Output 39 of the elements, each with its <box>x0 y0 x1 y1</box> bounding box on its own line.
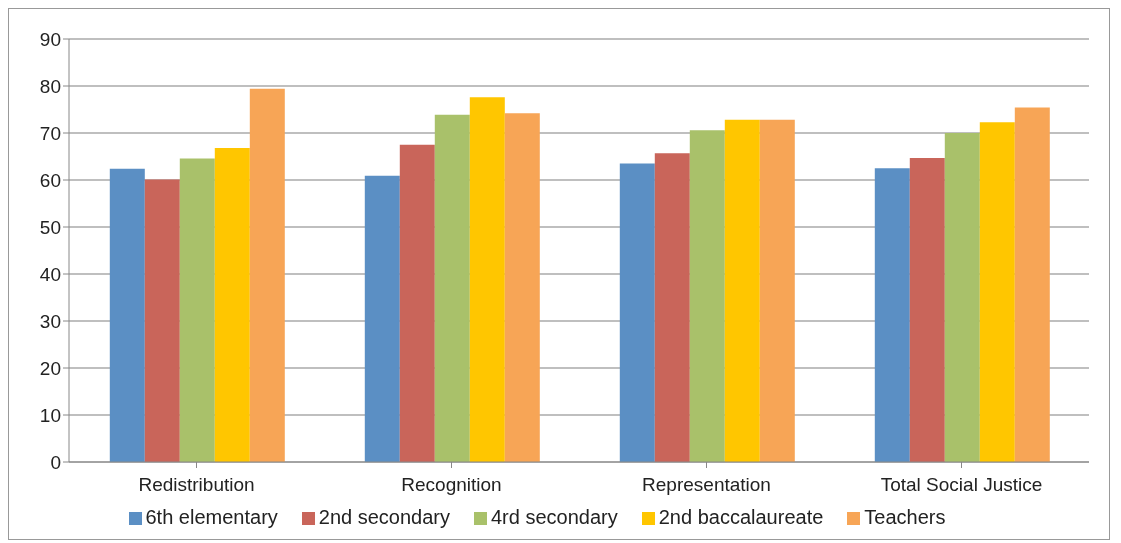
legend-label: 2nd baccalaureate <box>658 506 824 528</box>
x-tick-label: Representation <box>642 474 771 496</box>
x-tick-label: Total Social Justice <box>880 474 1043 496</box>
y-tick-label: 40 <box>39 263 61 285</box>
bar <box>619 163 655 462</box>
y-tick-label: 50 <box>39 216 61 238</box>
x-tick-label: Recognition <box>401 474 502 496</box>
bar <box>979 122 1015 462</box>
bar <box>944 133 980 462</box>
bar <box>469 97 505 462</box>
bar <box>399 144 435 462</box>
x-tick-label: Redistribution <box>138 474 255 496</box>
bar <box>874 168 910 462</box>
bar <box>179 158 215 462</box>
y-tick-label: 30 <box>39 310 61 332</box>
bar <box>364 175 400 462</box>
bar <box>109 168 145 462</box>
bar <box>724 119 760 462</box>
y-tick-label: 10 <box>39 404 61 426</box>
bar <box>909 157 945 462</box>
bar <box>1014 107 1050 462</box>
bar <box>214 148 250 462</box>
bar <box>144 179 180 462</box>
bar <box>759 119 795 462</box>
bar <box>689 130 725 462</box>
legend-label: 6th elementary <box>145 506 278 528</box>
y-tick-label: 0 <box>50 451 61 473</box>
y-tick-label: 70 <box>39 122 61 144</box>
bar <box>654 153 690 462</box>
y-tick-label: 90 <box>39 28 61 50</box>
y-tick-label: 80 <box>39 75 61 97</box>
bar <box>504 113 540 462</box>
legend-label: 2nd secondary <box>318 506 450 528</box>
legend-label: Teachers <box>864 506 946 528</box>
legend-label: 4rd secondary <box>491 506 618 528</box>
y-tick-label: 60 <box>39 169 61 191</box>
bar <box>434 114 470 462</box>
y-tick-label: 20 <box>39 357 61 379</box>
bar <box>249 88 285 462</box>
